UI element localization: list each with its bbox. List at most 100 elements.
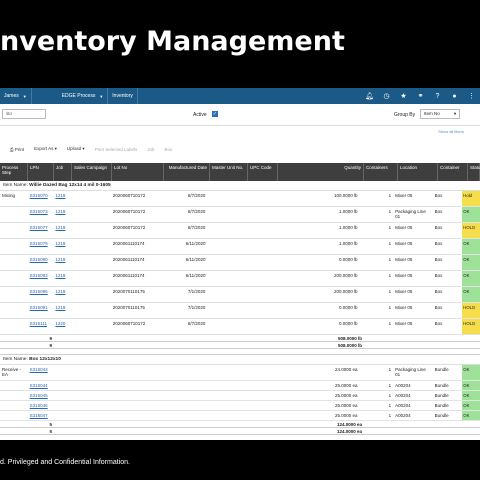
topbar-icons: 🔔︎ ◷ ★ ⚭ ? ● ⋮	[361, 88, 480, 104]
cell-lpn-link[interactable]: S315079	[29, 241, 48, 246]
table-row[interactable]: S315080 1219 2020061110174 6/11/2020 0.0000 …	[0, 255, 480, 271]
cell-sales-campaign	[71, 401, 111, 410]
cell-container: Box	[434, 241, 443, 246]
slide-footer: d. Privileged and Confidential Informati…	[0, 459, 130, 466]
group-by-select[interactable]: Item No ▼	[420, 109, 460, 119]
cell-container: Bundle	[434, 413, 449, 418]
cell-lot	[111, 411, 162, 420]
col-containers[interactable]: Containers	[364, 163, 398, 181]
star-icon[interactable]: ★	[400, 93, 407, 100]
cell-job-link[interactable]: 1219	[55, 257, 66, 262]
col-upc[interactable]: UPC Code	[248, 163, 278, 181]
table-row[interactable]: S315079 1219 2020061110174 6/11/2020 1.0000 …	[0, 239, 480, 255]
search-input[interactable]: sto	[2, 109, 46, 119]
table-row[interactable]: S315044 25.0000 ea 1 A00204 Bundle OK	[0, 381, 480, 391]
cell-job-link[interactable]: 1220	[55, 321, 66, 326]
cell-lpn-link[interactable]: S315070	[29, 193, 48, 198]
cell-lpn-link[interactable]: S315047	[29, 413, 48, 418]
inventory-app-window: James ▼ EDGE Process ▼ Inventory 🔔︎ ◷ ★ ⚭ …	[0, 88, 480, 440]
table-row[interactable]: Mixing S315070 1219 2020060710172 6/7/2020 10…	[0, 191, 480, 207]
cell-quantity: 0.0000 lb	[338, 257, 358, 262]
nav-tab-process[interactable]: EDGE Process ▼	[32, 88, 109, 104]
box-button[interactable]: Box	[164, 146, 173, 152]
cell-quantity: 25.0000 ea	[334, 383, 358, 388]
table-row[interactable]: S315073 1219 2020060710172 6/7/2020 1.0000 l…	[0, 207, 480, 223]
cell-job-link[interactable]	[53, 411, 71, 420]
table-row[interactable]: S315077 1219 2020060710172 6/7/2020 1.0000 l…	[0, 223, 480, 239]
col-quantity[interactable]: Quantity	[278, 163, 364, 181]
bell-icon[interactable]: 🔔︎	[365, 93, 374, 100]
cell-job-link[interactable]	[53, 381, 71, 390]
cell-lpn-link[interactable]: S315044	[29, 383, 48, 388]
cell-job-link[interactable]	[53, 391, 71, 400]
cell-location: Packaging Line 01	[395, 209, 426, 219]
table-row[interactable]: S315111 1220 2020060710172 6/7/2020 0.0000 l…	[0, 319, 480, 335]
clock-icon[interactable]: ◷	[383, 93, 390, 100]
nav-tab-inventory[interactable]: Inventory	[108, 88, 138, 104]
upload-button[interactable]: Upload ▾	[66, 146, 85, 151]
cell-master-unit	[207, 319, 245, 334]
cell-manufactured-date: 6/7/2020	[187, 209, 206, 214]
cell-lpn-link[interactable]: S315085	[29, 289, 48, 294]
more-icon[interactable]: ⋮	[468, 93, 475, 100]
table-row[interactable]: S315045 25.0000 ea 1 A00204 Bundle OK	[0, 391, 480, 401]
table-row[interactable]: S315047 25.0000 ea 1 A00204 Bundle OK	[0, 411, 480, 421]
table-row[interactable]: S315046 25.0000 ea 1 A00204 Bundle OK	[0, 401, 480, 411]
cell-job-link[interactable]	[53, 401, 71, 410]
table-row[interactable]: S315083 1219 2020061110174 6/11/2020 200.000…	[0, 271, 480, 287]
status-badge: OK	[462, 239, 480, 254]
question-icon[interactable]: ?	[435, 92, 440, 100]
col-status[interactable]: Status	[468, 163, 480, 181]
cell-lpn-link[interactable]: S315080	[29, 257, 48, 262]
cell-job-link[interactable]: 1219	[55, 209, 66, 214]
group-name: Box 12x12x10	[29, 357, 61, 362]
cell-process-step	[0, 223, 28, 238]
cell-container: Box	[434, 273, 443, 278]
cell-quantity: 100.0000 lb	[333, 193, 358, 198]
col-master-unit[interactable]: Master Unit No.	[210, 163, 248, 181]
cell-lpn-link[interactable]: S315111	[29, 321, 48, 326]
col-manufactured-date[interactable]: Manufactured Date	[164, 163, 210, 181]
col-container[interactable]: Container	[438, 163, 468, 181]
print-labels-button[interactable]: Print Selected Labels	[94, 146, 138, 152]
cell-lpn-link[interactable]: S315091	[29, 305, 48, 310]
table-row[interactable]: S315091 1219 2020070110175 7/1/2020 0.0000 l…	[0, 303, 480, 319]
cell-lpn-link[interactable]: S315043	[29, 367, 48, 372]
cell-job-link[interactable]	[53, 365, 71, 380]
active-checkbox[interactable]: ✓	[212, 111, 218, 117]
show-all-filters-link[interactable]: Show all filters	[438, 129, 464, 134]
cell-job-link[interactable]: 1219	[55, 241, 66, 246]
cell-containers: 1	[388, 209, 392, 214]
col-lpn[interactable]: LPN	[28, 163, 54, 181]
cell-lpn-link[interactable]: S315073	[29, 209, 48, 214]
cell-lpn-link[interactable]: S315083	[29, 273, 48, 278]
cell-job-link[interactable]: 1219	[55, 193, 66, 198]
print-button[interactable]: ⎙ Print	[10, 147, 24, 152]
cell-job-link[interactable]: 1219	[55, 289, 66, 294]
cell-lpn-link[interactable]: S315046	[29, 403, 48, 408]
link-icon[interactable]: ⚭	[417, 93, 424, 100]
cell-container: Box	[434, 209, 443, 214]
cell-job-link[interactable]: 1219	[55, 305, 66, 310]
cell-process-step	[0, 287, 28, 302]
col-process-step[interactable]: Process Step	[0, 163, 28, 181]
cell-lpn-link[interactable]: S315077	[29, 225, 48, 230]
chevron-down-icon: ▼	[22, 93, 27, 99]
total-quantity: 124.0000 ea	[336, 422, 362, 427]
export-button[interactable]: Export As ▾	[34, 146, 57, 151]
cell-process-step	[0, 255, 28, 270]
user-icon[interactable]: ●	[452, 92, 457, 100]
col-lot[interactable]: Lot No	[112, 163, 164, 181]
cell-location: Packaging Line 01	[395, 367, 426, 377]
cell-lpn-link[interactable]: S315045	[29, 393, 48, 398]
table-row[interactable]: Receive - EA S315043 24.0000 ea 1 Packaging …	[0, 365, 480, 381]
job-button[interactable]: Job	[147, 146, 155, 152]
col-sales-campaign[interactable]: Sales Campaign	[72, 163, 112, 181]
cell-manufactured-date: 6/11/2020	[185, 241, 206, 246]
cell-job-link[interactable]: 1219	[55, 273, 66, 278]
col-job[interactable]: Job	[54, 163, 72, 181]
cell-job-link[interactable]: 1219	[55, 225, 66, 230]
col-location[interactable]: Location	[398, 163, 438, 181]
table-row[interactable]: S315085 1219 2020070110175 7/1/2020 200.0000…	[0, 287, 480, 303]
nav-tab-user[interactable]: James ▼	[0, 88, 32, 104]
